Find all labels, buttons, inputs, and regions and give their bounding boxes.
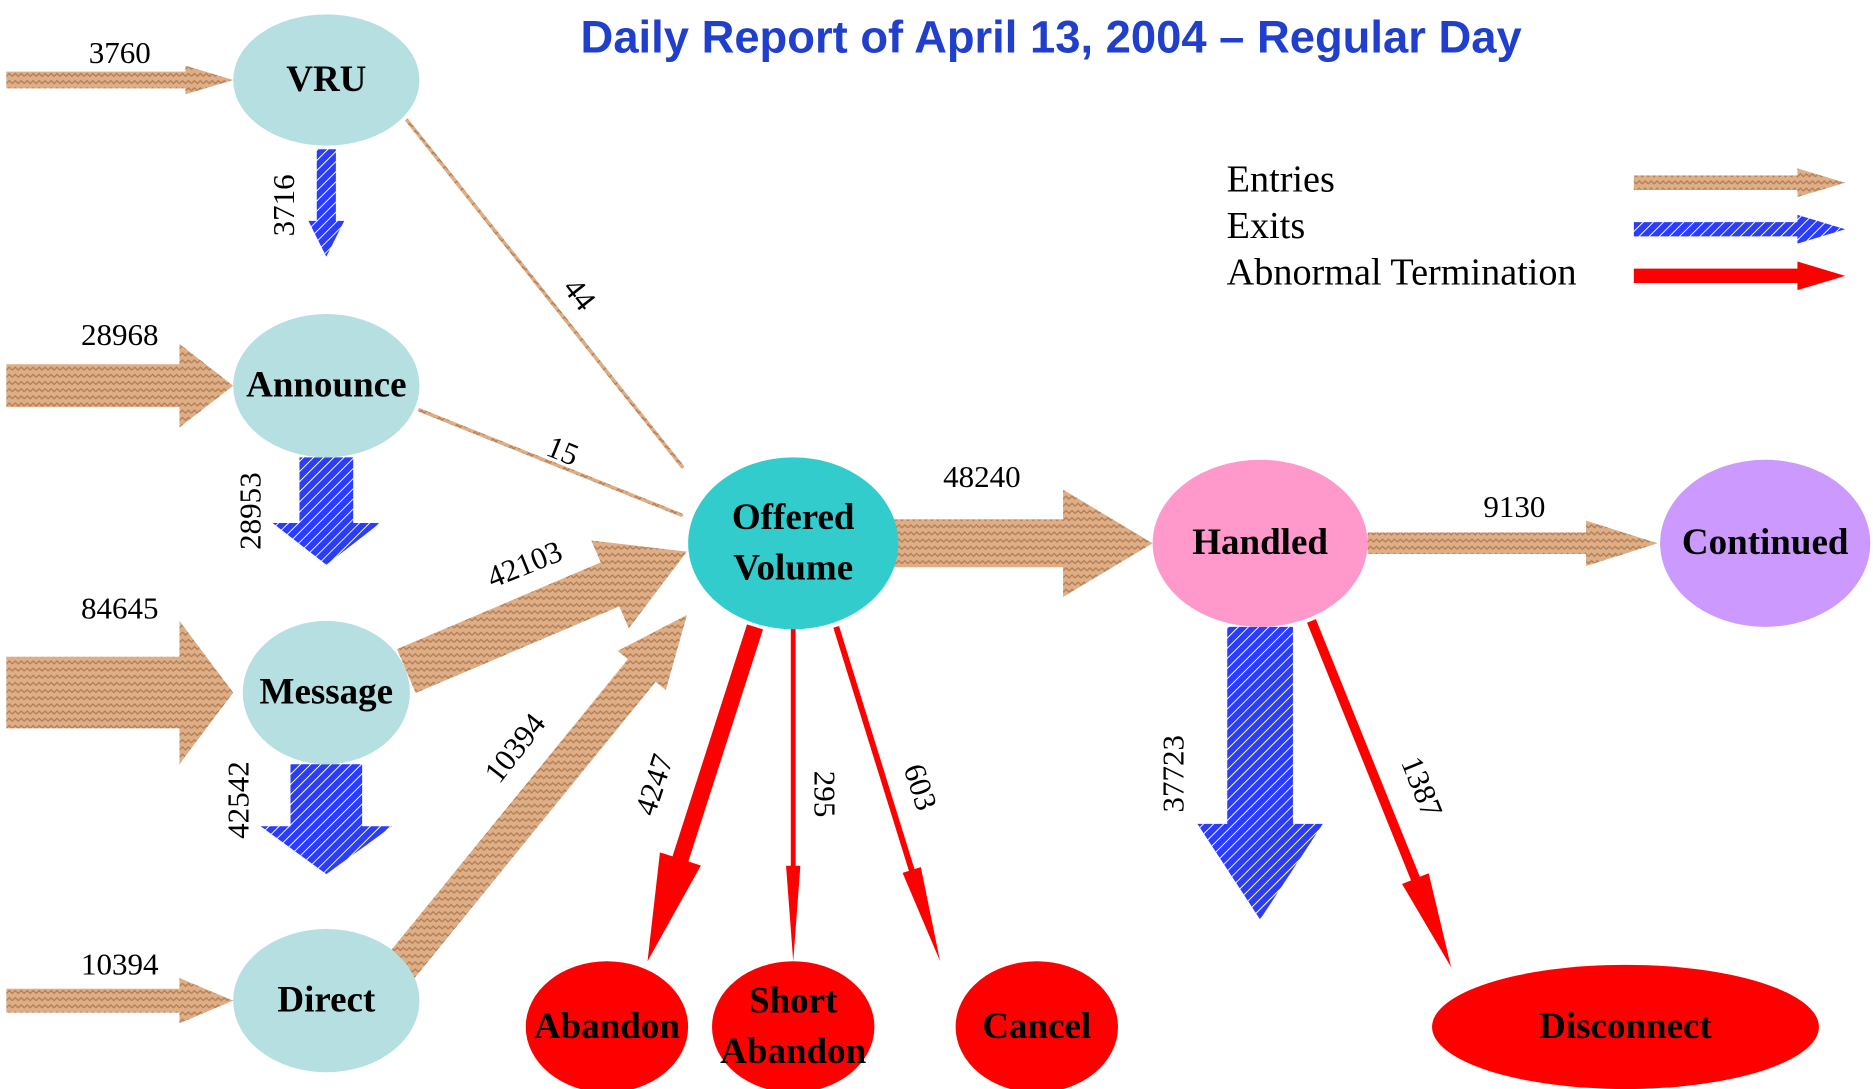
- node-label: Disconnect: [1539, 1006, 1712, 1047]
- node: [233, 928, 420, 1073]
- node-label: Continued: [1682, 522, 1849, 563]
- node: [1660, 459, 1871, 627]
- flow-label: 1387: [1394, 752, 1450, 823]
- arrow: [1633, 168, 1846, 198]
- legend-label: Entries: [1227, 158, 1335, 200]
- arrow: [397, 540, 687, 694]
- node: [233, 314, 420, 458]
- arrow: [6, 620, 234, 765]
- node: [712, 961, 875, 1089]
- flow-label: 603: [897, 760, 945, 815]
- node-label: VRU: [286, 59, 366, 100]
- flow-label: 4247: [628, 750, 680, 820]
- arrow: [386, 614, 687, 979]
- arrow: [6, 977, 234, 1024]
- flow-label: 44: [556, 271, 603, 317]
- flow-label: 37723: [1156, 735, 1191, 813]
- flow-label: 10394: [81, 946, 159, 981]
- flow-label: 3760: [89, 35, 151, 70]
- node: [242, 620, 410, 765]
- arrow: [272, 457, 381, 565]
- node: [1152, 459, 1368, 627]
- arrow: [260, 764, 392, 875]
- legend-label: Abnormal Termination: [1227, 252, 1577, 294]
- arrow: [308, 149, 345, 257]
- arrows: [6, 65, 1846, 1024]
- arrow: [786, 626, 801, 962]
- arrow: [1633, 261, 1846, 291]
- node: [233, 14, 420, 146]
- node: [688, 457, 899, 630]
- node: [1432, 964, 1819, 1089]
- node: [955, 961, 1118, 1089]
- node: [525, 961, 689, 1089]
- flow-label: 28953: [233, 472, 268, 550]
- arrow: [1367, 520, 1658, 566]
- arrow: [6, 65, 234, 95]
- legend-label: Exits: [1227, 205, 1306, 247]
- arrow: [1633, 214, 1846, 244]
- flow-label: 15: [542, 429, 584, 473]
- arrow: [833, 626, 941, 962]
- nodes: [233, 14, 1871, 1089]
- flow-label: 48240: [943, 459, 1021, 494]
- labels: 3760289688464510394441542103103944824091…: [81, 35, 1849, 1072]
- node-label: Abandon: [534, 1006, 680, 1047]
- arrow: [1307, 619, 1452, 968]
- arrow: [893, 489, 1153, 598]
- node-label: Abandon: [720, 1031, 866, 1072]
- arrow: [417, 407, 684, 518]
- node-label: Handled: [1192, 522, 1328, 563]
- node-label: Volume: [733, 547, 853, 588]
- flow-label: 84645: [81, 590, 159, 625]
- flow-label: 42542: [221, 761, 256, 839]
- node-label: Announce: [246, 365, 406, 406]
- flow-label: 28968: [81, 317, 159, 352]
- node-label: Short: [749, 981, 838, 1022]
- arrow: [1197, 626, 1323, 920]
- arrow: [404, 118, 685, 469]
- title: Daily Report of April 13, 2004 – Regular…: [581, 12, 1522, 63]
- arrow: [647, 624, 764, 962]
- node-label: Cancel: [982, 1006, 1091, 1047]
- flow-label: 9130: [1483, 489, 1545, 524]
- flow-label: 3716: [266, 174, 301, 236]
- arrow: [6, 343, 234, 428]
- flow-label: 295: [808, 771, 843, 818]
- node-label: Offered: [732, 497, 855, 538]
- node-label: Message: [260, 671, 394, 712]
- node-label: Direct: [277, 980, 376, 1021]
